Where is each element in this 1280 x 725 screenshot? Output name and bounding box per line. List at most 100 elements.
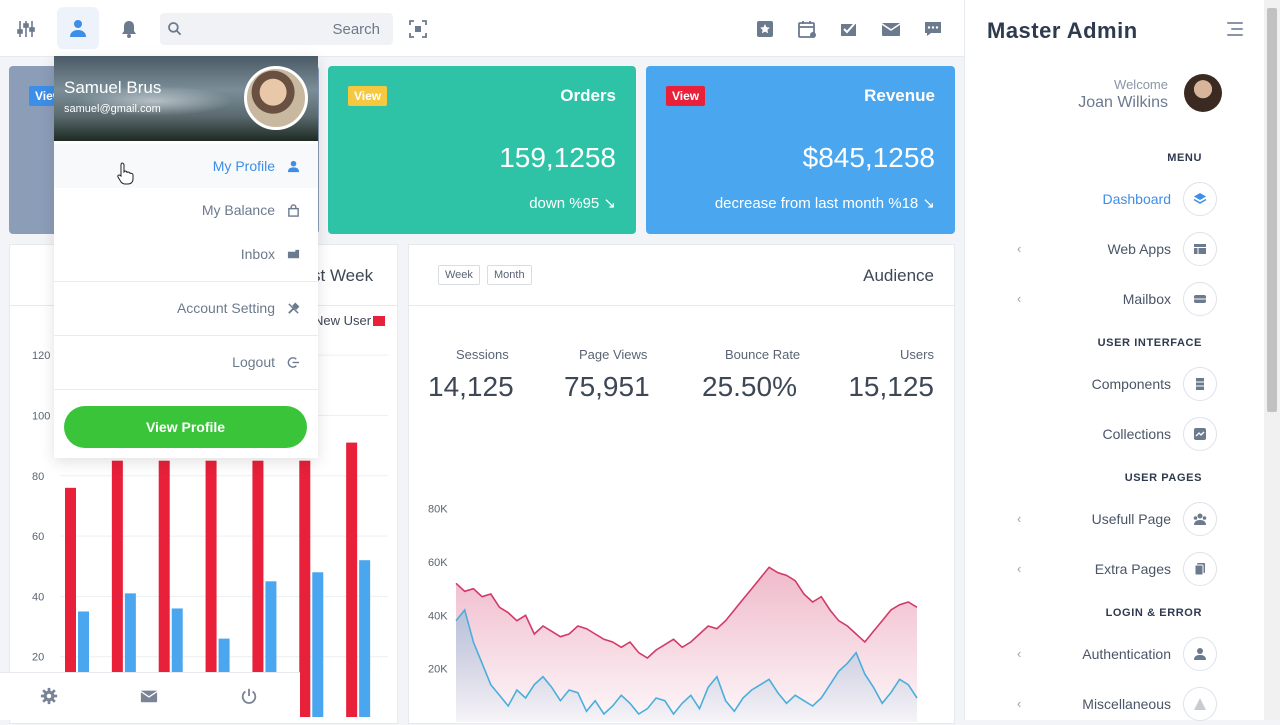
chat-icon[interactable] (920, 16, 946, 42)
orders-subtext: down %95 ↘ (529, 195, 616, 212)
chevron-left-icon: ‹ (1017, 561, 1022, 576)
profile-name: Samuel Brus (64, 78, 162, 97)
profile-header: Samuel Brus samuel@gmail.com (54, 56, 318, 141)
bar (265, 581, 277, 717)
menu-account-setting[interactable]: Account Setting (54, 286, 318, 330)
user-lock-icon (1194, 648, 1206, 660)
y-tick-label: 80 (32, 471, 44, 483)
bar (111, 460, 123, 717)
bar (171, 608, 183, 717)
sidebar-item-collections[interactable]: Collections (1005, 417, 1217, 451)
menu-my-profile[interactable]: My Profile (54, 144, 318, 188)
sidebar-item-extra-pages[interactable]: ‹ Extra Pages (1005, 552, 1217, 586)
bottom-toolbar (0, 672, 300, 720)
y-tick-label: 40 (32, 591, 44, 603)
orders-card: View Orders 159,1258 down %95 ↘ (328, 66, 636, 234)
y-tick-label: 60K (428, 557, 448, 569)
revenue-title: Revenue (864, 86, 935, 105)
revenue-card: View Revenue $845,1258 decrease from las… (646, 66, 955, 234)
calendar-icon[interactable] (794, 16, 820, 42)
mailbox-icon (1194, 295, 1206, 303)
bounce-value: 25.50% (702, 371, 797, 402)
search-input[interactable] (186, 13, 386, 45)
chevron-left-icon: ‹ (1017, 696, 1022, 711)
sessions-label: Sessions (456, 347, 509, 362)
user-icon (287, 160, 300, 172)
top-navbar (0, 0, 964, 57)
orders-value: 159,1258 (499, 142, 616, 173)
view-profile-button[interactable]: View Profile (64, 406, 307, 448)
revenue-value: $845,1258 (802, 142, 935, 173)
checkmail-icon[interactable] (836, 16, 862, 42)
section-user-interface: USER INTERFACE (1097, 337, 1202, 349)
welcome-label: Welcome (1114, 77, 1168, 92)
bar (299, 460, 311, 717)
revenue-subtext: decrease from last month %18 ↘ (714, 195, 935, 212)
audience-title: Audience (863, 266, 934, 285)
scan-icon[interactable] (405, 16, 431, 42)
users-value: 15,125 (848, 371, 934, 402)
inbox-icon (287, 249, 300, 258)
bell-icon[interactable] (116, 16, 142, 42)
bar (78, 611, 89, 717)
orders-view-badge[interactable]: View (348, 86, 388, 106)
components-icon (1196, 378, 1204, 390)
group-icon (1193, 513, 1207, 525)
series-line (455, 608, 918, 716)
menu-my-balance[interactable]: My Balance (54, 188, 318, 232)
chevron-left-icon: ‹ (1017, 241, 1022, 256)
sidebar-item-miscellaneous[interactable]: ‹ Miscellaneous (1005, 687, 1217, 721)
hamburger-icon[interactable] (1227, 22, 1243, 40)
settings-icon[interactable] (40, 687, 60, 707)
brand-title: Master Admin (987, 18, 1138, 43)
chevron-left-icon: ‹ (1017, 646, 1022, 661)
sidebar-avatar[interactable] (1184, 74, 1222, 112)
search-icon (168, 22, 182, 36)
legend-new-user: New User (314, 313, 386, 328)
sliders-icon[interactable] (13, 16, 39, 42)
mail-icon[interactable] (878, 16, 904, 42)
search-box[interactable] (160, 13, 393, 45)
menu-logout[interactable]: Logout (54, 340, 318, 384)
bar (359, 560, 371, 717)
scrollbar-thumb[interactable] (1267, 8, 1277, 412)
orders-title: Orders (560, 86, 616, 105)
bar (252, 460, 264, 717)
sidebar-item-dashboard[interactable]: Dashboard (1005, 182, 1217, 216)
y-tick-label: 120 (32, 350, 50, 362)
chevron-left-icon: ‹ (1017, 291, 1022, 306)
bar (158, 460, 170, 717)
profile-dropdown: Samuel Brus samuel@gmail.com My Profile … (54, 56, 318, 458)
sidebar-item-webapps[interactable]: ‹ Web Apps (1005, 232, 1217, 266)
week-chip[interactable]: Week (438, 265, 480, 285)
sessions-value: 14,125 (428, 371, 514, 402)
user-icon (70, 20, 86, 37)
envelope-icon[interactable] (140, 687, 160, 707)
user-menu-button[interactable] (57, 7, 99, 49)
y-tick-label: 20 (32, 652, 44, 664)
y-tick-label: 100 (32, 410, 50, 422)
sidebar-item-mailbox[interactable]: ‹ Mailbox (1005, 282, 1217, 316)
section-login-error: LOGIN & ERROR (1105, 607, 1202, 619)
month-chip[interactable]: Month (487, 265, 532, 285)
menu-inbox[interactable]: Inbox (54, 232, 318, 276)
panel-title: st Week (312, 266, 374, 285)
star-icon[interactable] (752, 16, 778, 42)
revenue-view-badge[interactable]: View (666, 86, 706, 106)
users-label: Users (900, 347, 934, 362)
audience-panel: Week Month Audience Sessions 14,125 Page… (408, 244, 955, 724)
power-icon[interactable] (240, 687, 260, 707)
layers-icon (1193, 193, 1207, 204)
sidebar-item-authentication[interactable]: ‹ Authentication (1005, 637, 1217, 671)
sidebar-item-components[interactable]: Components (1005, 367, 1217, 401)
hand-cursor-icon (117, 162, 134, 185)
y-tick-label: 80K (428, 504, 448, 516)
sidebar-item-usefull-page[interactable]: ‹ Usefull Page (1005, 502, 1217, 536)
series-line (455, 566, 918, 659)
y-tick-label: 40K (428, 610, 448, 622)
audience-area-chart: 20K 40K 60K 80K (428, 504, 918, 722)
warning-icon (1194, 698, 1206, 710)
profile-email: samuel@gmail.com (64, 103, 161, 115)
bar (346, 442, 358, 717)
bar (124, 593, 136, 717)
